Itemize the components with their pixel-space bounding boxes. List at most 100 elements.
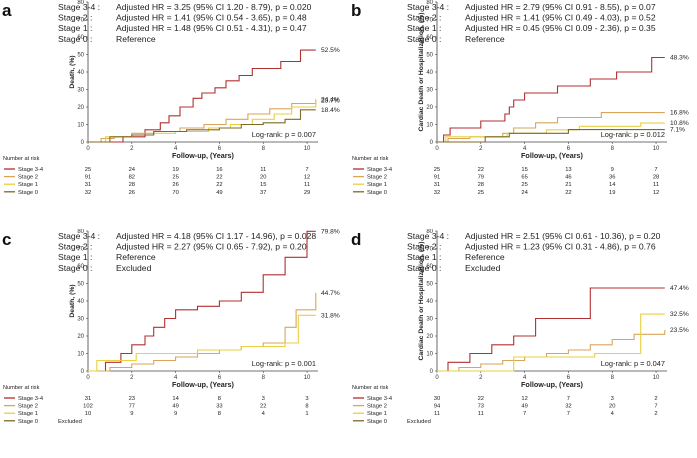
logrank-text: Log-rank: p = 0.001 <box>252 359 316 368</box>
panel-letter: a <box>2 1 12 20</box>
hr-stage-label: Stage 2 : <box>407 242 441 252</box>
y-axis-label: Death, (%) <box>69 284 76 317</box>
risk-value: 7 <box>523 411 526 417</box>
hr-stage-label: Stage 0 : <box>58 34 92 44</box>
risk-value: 30 <box>434 396 440 402</box>
y-tick-label: 20 <box>77 105 84 111</box>
y-axis-label: Death, (%) <box>69 55 76 88</box>
y-tick-label: 40 <box>426 299 433 305</box>
x-axis-label: Follow-up, (Years) <box>521 380 584 389</box>
risk-row-label: Stage 2 <box>367 404 387 410</box>
y-tick-label: 80 <box>426 0 433 6</box>
risk-value: 32 <box>434 190 440 196</box>
risk-value: 23 <box>129 396 135 402</box>
risk-row-label: Stage 1 <box>367 182 387 188</box>
x-tick-label: 2 <box>130 146 134 152</box>
x-axis-label: Follow-up, (Years) <box>172 380 235 389</box>
y-tick-label: 10 <box>426 123 433 129</box>
risk-value: 28 <box>478 182 484 188</box>
x-tick-label: 2 <box>130 375 134 381</box>
risk-value: 16 <box>216 167 222 173</box>
risk-value: 15 <box>260 182 266 188</box>
logrank-text: Log-rank: p = 0.012 <box>601 130 665 139</box>
y-tick-label: 10 <box>77 352 84 358</box>
hr-stage-label: Stage 3-4 : <box>58 2 100 12</box>
y-tick-label: 60 <box>77 35 84 41</box>
hr-value-text: Adjusted HR = 2.79 (95% CI 0.91 - 8.55),… <box>465 2 656 12</box>
x-axis-label: Follow-up, (Years) <box>521 151 584 160</box>
hr-stage-label: Stage 1 : <box>58 252 92 262</box>
logrank-text: Log-rank: p = 0.047 <box>601 359 665 368</box>
x-tick-label: 2 <box>479 375 483 381</box>
y-tick-label: 0 <box>430 140 434 146</box>
end-value-label: 18.4% <box>321 107 340 114</box>
y-tick-label: 70 <box>77 18 84 24</box>
risk-value: 11 <box>304 182 310 188</box>
x-tick-label: 6 <box>218 146 222 152</box>
series-line-stage-1 <box>88 314 316 372</box>
risk-value: 28 <box>129 182 135 188</box>
hr-stage-label: Stage 2 : <box>58 13 92 23</box>
risk-value: 25 <box>85 167 91 173</box>
panel-letter: b <box>351 1 361 20</box>
y-tick-label: 70 <box>426 18 433 24</box>
y-tick-label: 60 <box>77 264 84 270</box>
risk-value: 25 <box>521 182 527 188</box>
risk-value: 7 <box>654 167 657 173</box>
risk-value: 46 <box>565 175 571 181</box>
x-tick-label: 10 <box>653 375 660 381</box>
end-value-label: 16.8% <box>670 110 689 117</box>
y-tick-label: 10 <box>77 123 84 129</box>
risk-value: 49 <box>172 404 178 410</box>
x-tick-label: 4 <box>174 146 178 152</box>
hr-stage-label: Stage 2 : <box>58 242 92 252</box>
hr-stage-label: Stage 3-4 : <box>407 231 449 241</box>
risk-value: 1 <box>305 411 308 417</box>
y-tick-label: 80 <box>77 0 84 6</box>
series-line-stage-2 <box>88 292 317 372</box>
risk-value: 3 <box>611 396 614 402</box>
risk-value: 19 <box>172 167 178 173</box>
y-tick-label: 30 <box>426 88 433 94</box>
risk-value: 12 <box>521 396 527 402</box>
risk-value: 94 <box>434 404 441 410</box>
risk-value: 32 <box>565 404 571 410</box>
end-value-label: 52.5% <box>321 47 340 54</box>
series-line-stage-2 <box>88 99 317 143</box>
risk-value: 91 <box>85 175 91 181</box>
x-tick-label: 0 <box>86 375 90 381</box>
series-line-stage-2 <box>437 112 665 143</box>
y-axis-label: Cardiac Death or Hospitalization, (%) <box>418 13 425 132</box>
hr-value-text: Adjusted HR = 2.27 (95% CI 0.65 - 7.92),… <box>116 242 307 252</box>
risk-value: 33 <box>216 404 222 410</box>
end-value-label: 32.5% <box>670 311 689 318</box>
y-tick-label: 40 <box>426 70 433 76</box>
series-line-stage-3-4 <box>88 49 316 143</box>
end-value-label: 48.3% <box>670 54 689 61</box>
hr-value-text: Adjusted HR = 1.23 (95% CI 0.31 - 4.86),… <box>465 242 656 252</box>
km-chart-c: c 0 10 20 30 40 50 60 70 80 0 2 4 6 8 10 Follow-up, (Yea… <box>2 229 340 425</box>
hr-stage-label: Stage 0 : <box>407 263 441 273</box>
risk-value: 102 <box>83 404 93 410</box>
risk-value: 32 <box>85 190 91 196</box>
risk-table-title: Number at risk <box>3 156 40 162</box>
risk-value: 29 <box>304 190 310 196</box>
risk-value: 9 <box>130 411 133 417</box>
risk-value: 8 <box>218 411 221 417</box>
x-tick-label: 10 <box>304 375 311 381</box>
risk-row-label: Stage 0 <box>18 190 38 196</box>
risk-row-label: Stage 2 <box>18 175 38 181</box>
end-value-label: 23.7% <box>321 98 340 105</box>
risk-value: 28 <box>653 175 659 181</box>
panel-d: d 0 10 20 30 40 50 60 70 80 0 2 4 6 8 10 Follow-up, (Yea… <box>349 229 697 458</box>
x-tick-label: 6 <box>218 375 222 381</box>
x-tick-label: 2 <box>479 146 483 152</box>
risk-row-label: Stage 3-4 <box>367 167 393 173</box>
hr-value-text: Adjusted HR = 1.41 (95% CI 0.54 - 3.65),… <box>116 13 307 23</box>
end-value-label: 31.8% <box>321 312 340 319</box>
y-axis-label: Cardiac Death or Hospitalization, (%) <box>418 242 425 361</box>
hr-value-text: Adjusted HR = 3.25 (95% CI 1.20 - 8.79),… <box>116 2 312 12</box>
risk-value: 20 <box>260 175 266 181</box>
x-tick-label: 8 <box>262 375 266 381</box>
